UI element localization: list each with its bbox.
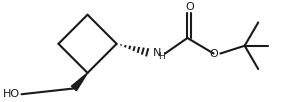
Text: N: N bbox=[153, 48, 161, 58]
Text: HO: HO bbox=[3, 89, 20, 99]
Text: H: H bbox=[158, 52, 165, 61]
Text: O: O bbox=[209, 49, 218, 59]
Polygon shape bbox=[71, 73, 88, 91]
Text: O: O bbox=[185, 2, 194, 12]
